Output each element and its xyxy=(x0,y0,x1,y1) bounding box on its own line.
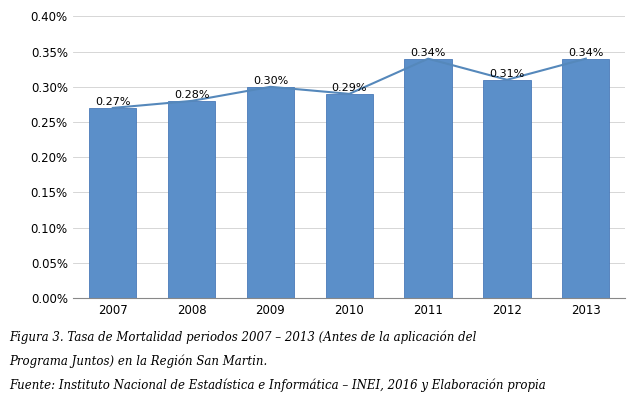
Text: 0.29%: 0.29% xyxy=(332,83,367,93)
Text: 0.30%: 0.30% xyxy=(253,76,288,86)
Bar xyxy=(562,59,609,298)
Text: Figura 3. Tasa de Mortalidad periodos 2007 – 2013 (Antes de la aplicación del: Figura 3. Tasa de Mortalidad periodos 20… xyxy=(10,331,477,344)
Bar xyxy=(404,59,452,298)
Text: Fuente: Instituto Nacional de Estadística e Informática – INEI, 2016 y Elaboraci: Fuente: Instituto Nacional de Estadístic… xyxy=(10,379,546,392)
Bar xyxy=(89,108,137,298)
Text: 0.34%: 0.34% xyxy=(568,48,604,58)
Bar xyxy=(484,80,531,298)
Text: 0.31%: 0.31% xyxy=(489,69,524,79)
Text: Programa Juntos) en la Región San Martin.: Programa Juntos) en la Región San Martin… xyxy=(10,355,268,368)
Text: 0.27%: 0.27% xyxy=(95,97,131,107)
Text: 0.28%: 0.28% xyxy=(174,90,209,100)
Text: 0.34%: 0.34% xyxy=(410,48,446,58)
Bar xyxy=(247,87,294,298)
Bar xyxy=(325,94,373,298)
Bar xyxy=(168,101,215,298)
